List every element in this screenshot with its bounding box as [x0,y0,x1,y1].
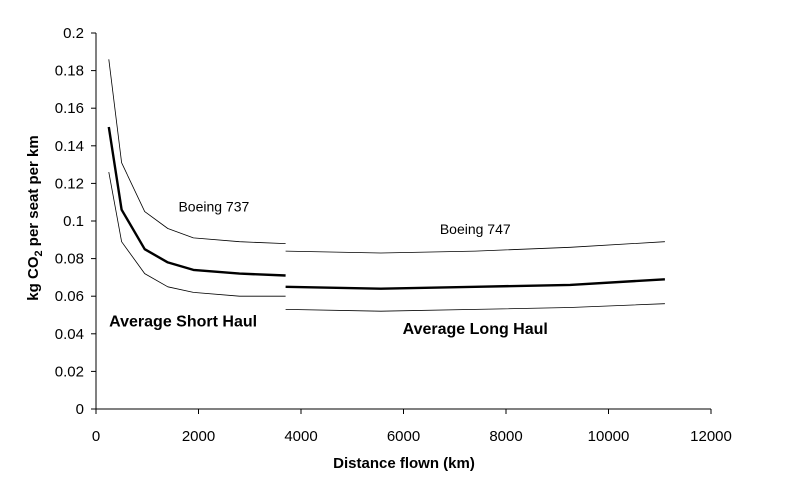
y-tick-label: 0 [76,401,84,418]
series-line-short-upper [108,59,286,244]
series-line-long-lower [285,303,665,312]
y-tick-label: 0.06 [55,288,84,305]
series-line-short-lower [108,172,286,297]
y-axis-label-part: per seat per km [25,135,42,250]
y-tick-label: 0.18 [55,63,84,80]
axes [91,32,712,414]
annotations: Boeing 737 Boeing 747 Average Short Haul Av… [109,199,548,338]
x-tick-label: 0 [92,428,100,445]
x-tick-label: 4000 [284,428,317,445]
x-tick-label: 10000 [588,428,630,445]
annotation: Average Short Haul [109,313,257,330]
y-tick-label: 0.16 [55,100,84,117]
tick-labels: 0 0.02 0.04 0.06 0.08 0.1 0.12 0.14 0.16 0.18 0.2 0… [55,25,732,445]
series-line-long-average [285,278,665,290]
y-tick-label: 0.12 [55,175,84,192]
y-tick-label: 0.08 [55,251,84,268]
series-line-short-average [107,126,286,277]
annotation: Boeing 737 [178,199,249,215]
series-line-long-upper [285,241,665,254]
series-lines [107,59,665,312]
y-axis-label: kg CO2 per seat per km [25,135,45,300]
y-axis-label-subscript: 2 [33,250,45,256]
y-tick-label: 0.1 [63,213,84,230]
y-axis-label-part: kg CO [25,256,42,301]
y-tick-label: 0.04 [55,326,84,343]
annotation: Average Long Haul [403,321,548,338]
x-tick-label: 12000 [690,428,732,445]
x-tick-label: 6000 [387,428,420,445]
x-tick-label: 2000 [182,428,215,445]
x-tick-label: 8000 [489,428,522,445]
x-axis-label: Distance flown (km) [333,455,475,472]
y-tick-label: 0.2 [63,25,84,42]
annotation: Boeing 747 [440,221,511,237]
y-tick-label: 0.14 [55,138,84,155]
y-tick-label: 0.02 [55,363,84,380]
